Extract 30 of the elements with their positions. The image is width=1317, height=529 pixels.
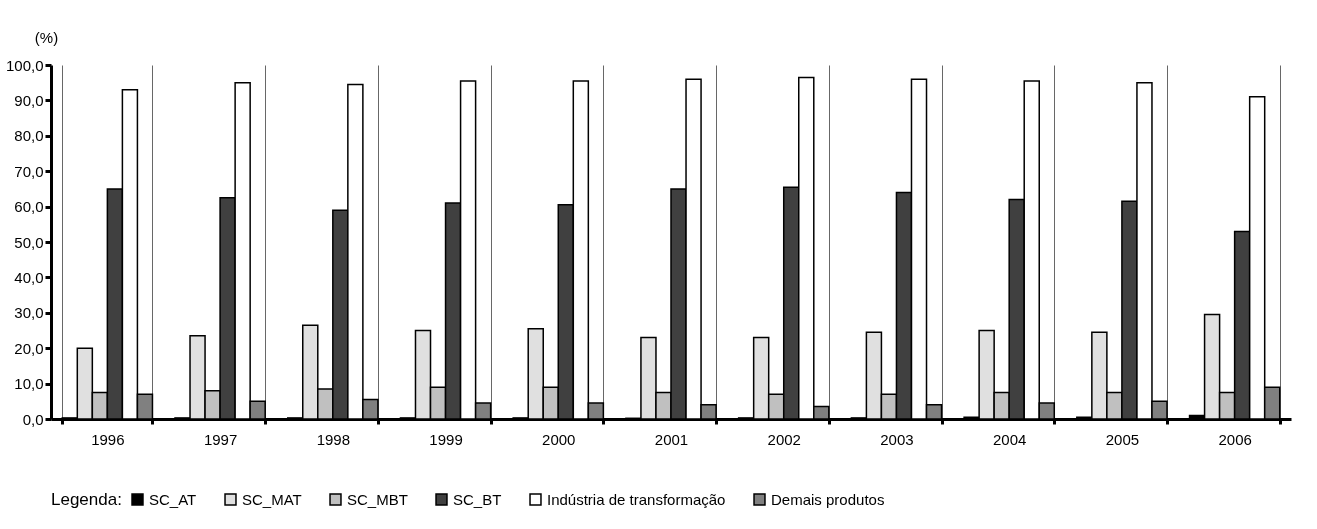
- x-tick-label: 2003: [880, 430, 914, 448]
- legend-label: SC_AT: [149, 490, 197, 508]
- x-tick-label: 1997: [203, 430, 238, 448]
- y-tick-label: 0,0: [22, 410, 44, 428]
- legend-label: Indústria de transformação: [547, 490, 726, 508]
- y-tick-label: 70,0: [14, 162, 44, 180]
- x-tick-label: 2002: [767, 430, 801, 448]
- x-tick-label: 2005: [1105, 430, 1140, 448]
- x-tick-label: 1998: [316, 430, 351, 448]
- y-tick-label: 20,0: [14, 339, 44, 357]
- x-tick-label: 2004: [992, 430, 1027, 448]
- y-tick-label: 10,0: [14, 375, 44, 393]
- x-tick-label: 1996: [91, 430, 125, 448]
- legend-label: SC_BT: [453, 490, 502, 508]
- x-tick-label: 2006: [1218, 430, 1252, 448]
- x-tick-label: 1999: [429, 430, 463, 448]
- y-tick-label: 40,0: [14, 268, 44, 286]
- x-tick-label: 2000: [542, 430, 576, 448]
- y-tick-label: 30,0: [14, 304, 44, 322]
- y-tick-label: 50,0: [14, 233, 44, 251]
- legend-title: Legenda:: [51, 490, 122, 509]
- y-axis-title: (%): [34, 28, 59, 46]
- legend-label: Demais produtos: [771, 490, 885, 508]
- x-tick-label: 2001: [654, 430, 689, 448]
- legend-label: SC_MBT: [347, 490, 408, 508]
- y-tick-label: 90,0: [14, 91, 44, 109]
- y-tick-label: 100,0: [5, 56, 44, 74]
- legend-label: SC_MAT: [242, 490, 302, 508]
- y-tick-label: 60,0: [14, 198, 44, 216]
- y-tick-label: 80,0: [14, 127, 44, 145]
